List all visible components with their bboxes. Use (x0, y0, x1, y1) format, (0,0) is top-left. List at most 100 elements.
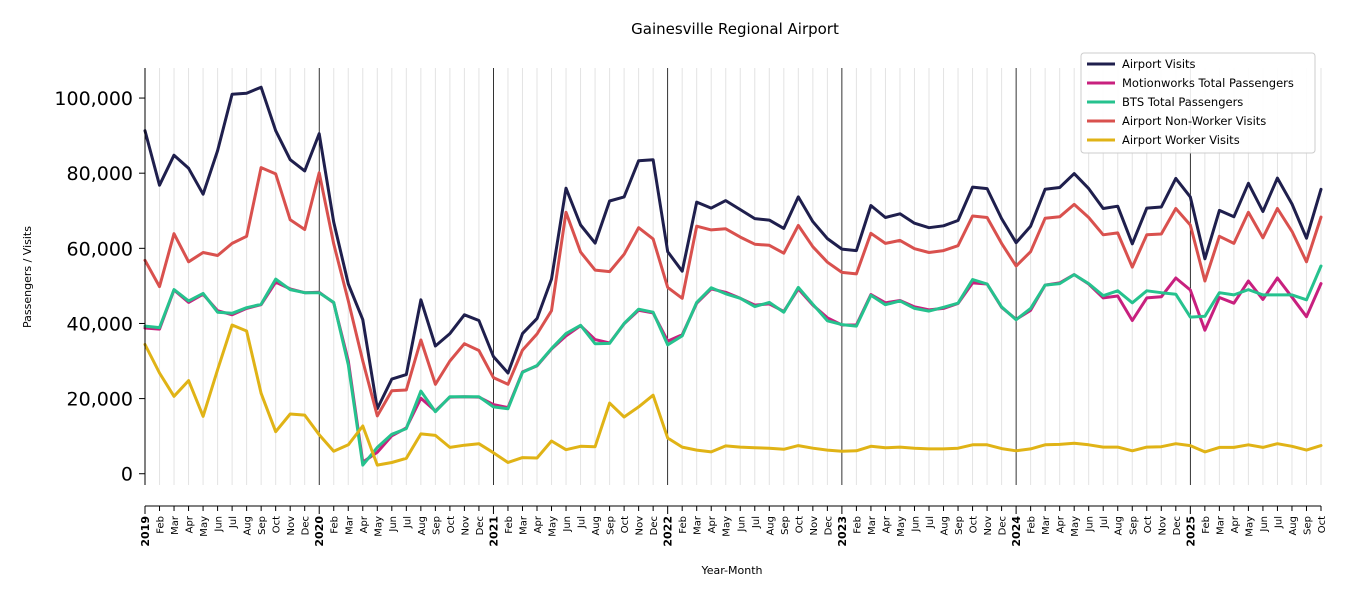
series-line-3 (143, 166, 1323, 418)
legend-label: BTS Total Passengers (1122, 95, 1243, 109)
x-tick-label-month: Sep (954, 516, 965, 535)
x-tick-label-month: Apr (881, 515, 892, 533)
x-tick-label-month: Dec (475, 516, 486, 535)
x-tick-label-month: Feb (852, 516, 863, 534)
x-tick-label-month: Mar (518, 515, 529, 535)
x-tick-label-month: Jun (388, 516, 399, 533)
y-axis-title: Passengers / Visits (21, 226, 34, 328)
x-tick-label-month: Sep (606, 516, 617, 535)
y-tick-label: 80,000 (67, 163, 133, 185)
x-tick-label-month: Feb (678, 516, 689, 534)
x-tick-label-month: Jun (1085, 516, 1096, 533)
x-tick-label-month: Mar (1041, 515, 1052, 535)
x-tick-label-year: 2019 (139, 516, 152, 547)
x-tick-label-month: Jul (925, 516, 936, 529)
series-line-2 (143, 264, 1323, 467)
x-tick-label-year: 2020 (313, 516, 326, 547)
y-axis: 0 20,000 40,000 60,000 80,000 100,000 (54, 68, 146, 486)
x-tick-label-month: Sep (1128, 516, 1139, 535)
chart-grid (144, 68, 1322, 485)
series-lines (143, 85, 1323, 467)
x-tick-label-month: Mar (344, 515, 355, 535)
y-tick-label: 60,000 (67, 238, 133, 260)
x-tick-label-month: May (373, 516, 384, 537)
x-tick-label-month: Oct (794, 516, 805, 533)
chart-title: Gainesville Regional Airport (631, 20, 839, 38)
x-tick-label-month: Nov (1157, 516, 1168, 536)
y-tick-label: 40,000 (67, 313, 133, 335)
legend-label: Airport Worker Visits (1122, 133, 1240, 147)
x-tick-label-month: Apr (1056, 515, 1067, 533)
x-tick-label-month: Mar (867, 515, 878, 535)
x-tick-label-month: Mar (170, 515, 181, 535)
x-tick-label-month: May (548, 516, 559, 537)
x-tick-label-month: Sep (257, 516, 268, 535)
x-axis-title: Year-Month (700, 564, 762, 577)
x-tick-label-month: Oct (446, 516, 457, 533)
x-tick-label-year: 2023 (836, 516, 849, 547)
x-tick-label-month: Nov (809, 516, 820, 536)
x-tick-label-month: Aug (243, 516, 254, 536)
x-tick-label-month: Feb (1201, 516, 1212, 534)
x-tick-label-month: Dec (649, 516, 660, 535)
x-tick-label-month: Jun (736, 516, 747, 533)
x-tick-label-month: Jul (1099, 516, 1110, 529)
x-tick-label-month: May (1070, 516, 1081, 537)
x-tick-label-month: Jul (1273, 516, 1284, 529)
x-tick-label-month: Mar (1215, 515, 1226, 535)
x-tick-label-month: May (199, 516, 210, 537)
x-tick-label-month: Apr (533, 515, 544, 533)
x-tick-label-month: Dec (823, 516, 834, 535)
x-tick-label-month: Jul (577, 516, 588, 529)
x-tick-label-year: 2024 (1010, 516, 1023, 547)
x-tick-label-month: Aug (591, 516, 602, 536)
x-tick-label-month: Oct (1143, 516, 1154, 533)
x-tick-label-month: Oct (620, 516, 631, 533)
x-tick-label-year: 2022 (662, 516, 675, 547)
y-tick-label: 100,000 (54, 88, 133, 110)
x-tick-label-month: Feb (156, 516, 167, 534)
x-tick-label-month: Nov (635, 516, 646, 536)
x-tick-label-month: Aug (1288, 516, 1299, 536)
x-tick-label-month: Jun (1259, 516, 1270, 533)
series-line-1 (143, 273, 1323, 464)
x-tick-label-month: Oct (1317, 516, 1328, 533)
x-tick-label-month: Apr (707, 515, 718, 533)
x-tick-label-month: Aug (1114, 516, 1125, 536)
x-tick-label-month: Apr (185, 515, 196, 533)
series-line-0 (143, 85, 1323, 411)
x-tick-label-month: Oct (969, 516, 980, 533)
x-tick-label-month: Sep (780, 516, 791, 535)
x-tick-label-month: Jul (751, 516, 762, 529)
legend-label: Airport Non-Worker Visits (1122, 114, 1266, 128)
x-tick-label-year: 2025 (1184, 516, 1197, 547)
x-tick-label-month: Nov (983, 516, 994, 536)
x-tick-label-month: Aug (765, 516, 776, 536)
x-tick-label-month: Mar (693, 515, 704, 535)
x-axis: 2019 Feb Mar Apr May Jun Jul Aug Sep Oct Nov Dec 202… (139, 505, 1328, 547)
x-tick-label-month: May (1244, 516, 1255, 537)
x-tick-label-month: May (722, 516, 733, 537)
x-tick-label-month: Dec (998, 516, 1009, 535)
x-tick-label-month: Oct (272, 516, 283, 533)
x-tick-label-month: Feb (1027, 516, 1038, 534)
x-tick-label-month: Aug (940, 516, 951, 536)
x-tick-label-month: Apr (359, 515, 370, 533)
y-tick-label: 20,000 (67, 389, 133, 411)
x-tick-label-month: Sep (1302, 516, 1313, 535)
legend-box (1080, 52, 1316, 154)
x-tick-label-month: May (896, 516, 907, 537)
legend-label: Motionworks Total Passengers (1122, 76, 1294, 90)
x-tick-label-month: Nov (460, 516, 471, 536)
x-tick-label-month: Dec (301, 516, 312, 535)
x-tick-label-year: 2021 (487, 516, 500, 547)
y-tick-label: 0 (121, 464, 133, 486)
legend: Airport Visits Motionworks Total Passenge… (1080, 52, 1316, 154)
x-tick-label-month: Aug (417, 516, 428, 536)
x-tick-label-month: Apr (1230, 515, 1241, 533)
x-tick-label-month: Jul (228, 516, 239, 529)
x-tick-label-month: Jun (562, 516, 573, 533)
x-tick-label-month: Jun (214, 516, 225, 533)
series-line-4 (143, 323, 1323, 467)
